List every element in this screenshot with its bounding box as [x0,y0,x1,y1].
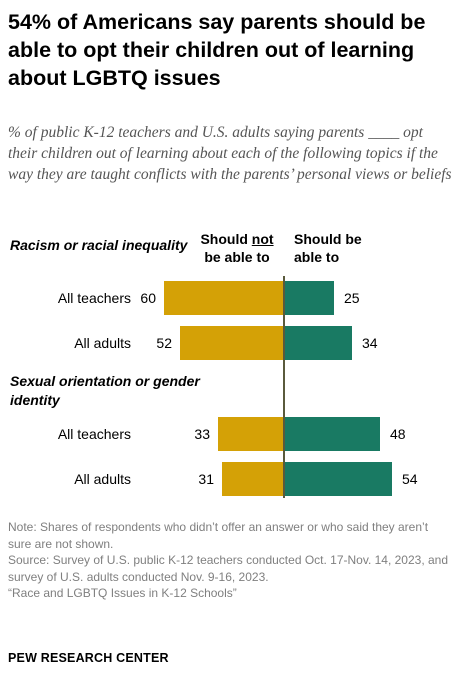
value-should: 34 [362,335,378,351]
value-should-not: 33 [194,426,210,442]
column-header-should: Should be able to [294,230,394,266]
bar-should-not [164,281,284,315]
chart-notes: Note: Shares of respondents who didn’t o… [8,519,454,602]
bar-should-not [180,326,284,360]
value-should-not: 60 [140,290,156,306]
bar-should [284,281,334,315]
row-label: All adults [74,335,131,351]
report-title: “Race and LGBTQ Issues in K-12 Schools” [8,586,237,600]
row-label: All teachers [57,290,131,306]
bar-should-not [222,462,284,496]
bar-should [284,326,352,360]
row-label: All teachers [57,426,131,442]
column-header-should-line2: able to [294,249,340,265]
value-should-not: 31 [198,471,214,487]
value-should-not: 52 [156,335,172,351]
column-header-should-not-post: be able to [204,249,270,265]
row-label: All adults [74,471,131,487]
column-header-should-line1: Should be [294,231,362,247]
note-text: Note: Shares of respondents who didn’t o… [8,520,429,551]
column-header-should-not-pre: Should [200,231,252,247]
value-should: 48 [390,426,406,442]
value-should: 54 [402,471,418,487]
bar-should-not [218,417,284,451]
value-should: 25 [344,290,360,306]
column-header-should-not-underline: not [251,231,274,247]
group-label: Racism or racial inequality [10,237,188,253]
bar-should [284,462,392,496]
chart-subtitle: % of public K-12 teachers and U.S. adult… [8,124,452,183]
center-axis-line [283,276,285,498]
column-header-should-not: Should not be able to [192,230,282,266]
bar-should [284,417,380,451]
chart-title: 54% of Americans say parents should be a… [8,10,426,90]
pew-logo-text: PEW RESEARCH CENTER [8,651,169,665]
source-text: Source: Survey of U.S. public K-12 teach… [8,553,449,584]
group-label: Sexual orientation or gender identity [10,373,200,408]
